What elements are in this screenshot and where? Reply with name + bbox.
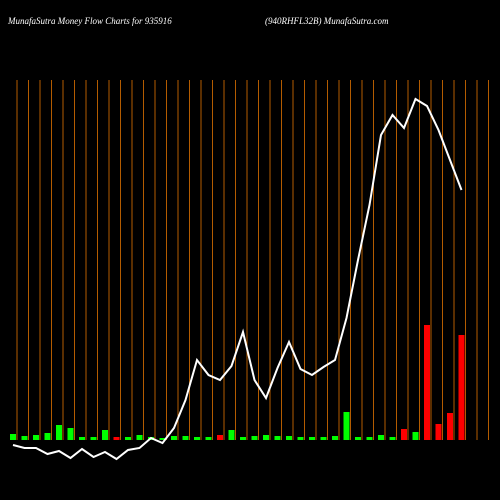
bar bbox=[125, 437, 131, 440]
bar bbox=[435, 424, 442, 440]
bar bbox=[182, 436, 189, 440]
bar bbox=[355, 437, 361, 440]
bar bbox=[67, 428, 74, 440]
bar bbox=[297, 437, 304, 440]
bar bbox=[320, 437, 327, 440]
bar bbox=[343, 412, 350, 440]
bar bbox=[21, 436, 28, 440]
bar bbox=[217, 435, 223, 440]
price-line bbox=[12, 97, 463, 461]
bar bbox=[412, 432, 419, 440]
bar bbox=[378, 435, 384, 440]
bar bbox=[228, 430, 235, 440]
bar bbox=[458, 335, 465, 440]
bar bbox=[102, 430, 108, 440]
bar bbox=[171, 436, 177, 440]
bar bbox=[447, 413, 453, 440]
bar bbox=[389, 437, 396, 440]
chart-title: MunafaSutra Money Flow Charts for 935916 bbox=[7, 16, 172, 26]
bar bbox=[79, 437, 85, 440]
bar bbox=[309, 437, 315, 440]
bar bbox=[401, 429, 407, 440]
bar bbox=[205, 437, 212, 440]
bar bbox=[251, 436, 258, 440]
bar bbox=[33, 435, 39, 440]
bar bbox=[90, 437, 97, 440]
bar bbox=[263, 435, 269, 440]
bar bbox=[56, 425, 62, 440]
bar bbox=[159, 438, 166, 440]
bar bbox=[366, 437, 373, 440]
bar bbox=[136, 435, 143, 440]
chart-subtitle: (940RHFL32B) MunafaSutra.com bbox=[265, 16, 389, 26]
bar bbox=[44, 433, 51, 440]
bar bbox=[113, 437, 120, 440]
bar bbox=[240, 437, 246, 440]
bar bbox=[424, 325, 430, 440]
bar bbox=[194, 437, 200, 440]
bar bbox=[274, 436, 281, 440]
bar bbox=[332, 436, 338, 440]
bar bbox=[286, 436, 292, 440]
bar bbox=[10, 434, 16, 440]
